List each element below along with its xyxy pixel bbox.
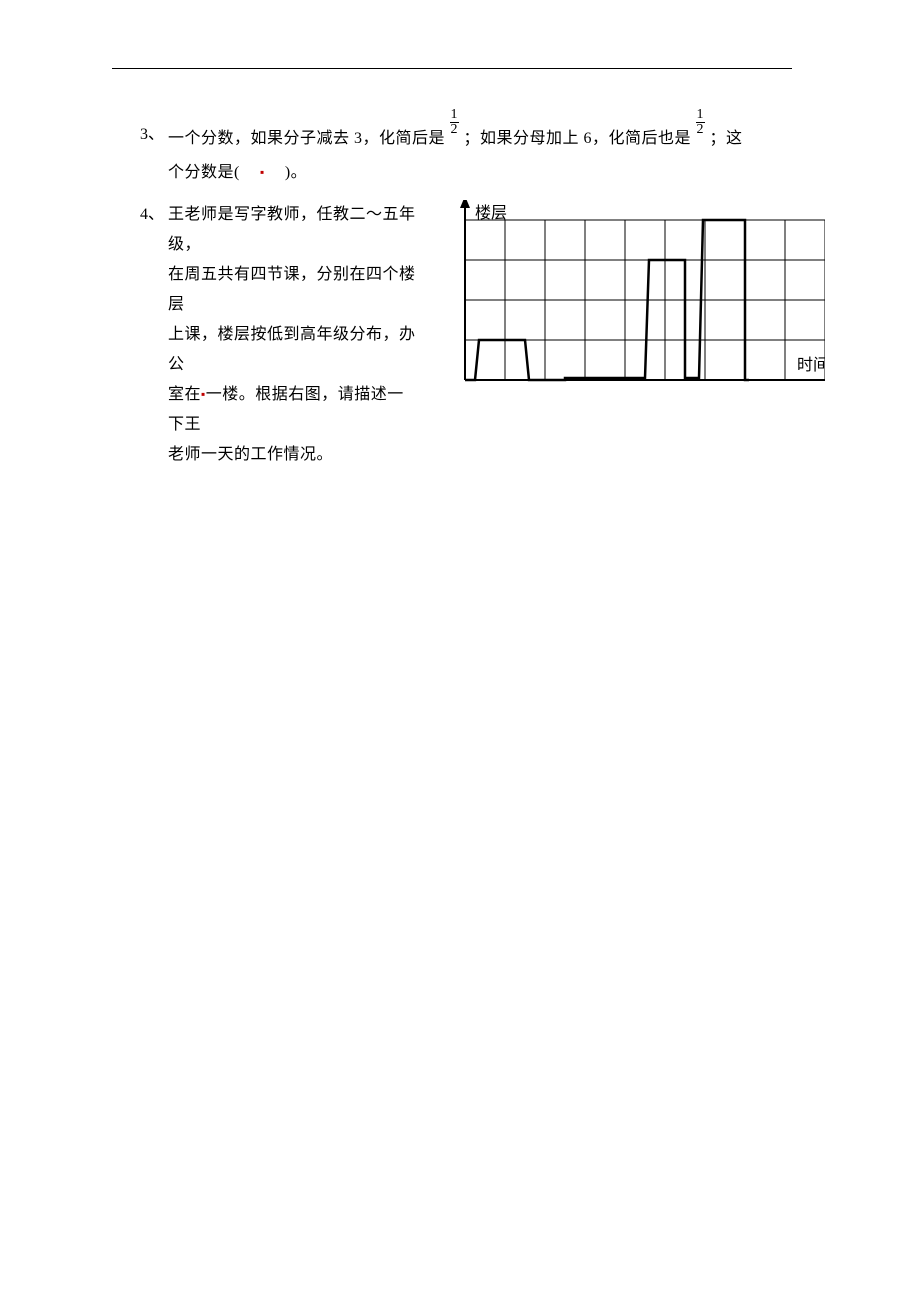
fraction-2: 1 2 xyxy=(696,108,706,137)
floor-time-chart: 楼层 时间 xyxy=(435,200,825,400)
frac2-num: 1 xyxy=(696,108,706,123)
frac1-den: 2 xyxy=(450,123,460,137)
q4-l1: 王老师是写字教师，任教二～五年级， xyxy=(168,200,416,260)
q4-body: 王老师是写字教师，任教二～五年级， 在周五共有四节课，分别在四个楼层 上课，楼层… xyxy=(168,200,416,470)
q3-l2-a: 个分数是( xyxy=(168,164,240,181)
frac1-num: 1 xyxy=(450,108,460,123)
q3-line1: 一个分数，如果分子减去 3，化简后是 1 2 ；如果分母加上 6，化简后也是 1… xyxy=(168,110,800,154)
q3-text-a: 一个分数，如果分子减去 3，化简后是 xyxy=(168,130,445,147)
q4-l3: 上课，楼层按低到高年级分布，办公 xyxy=(168,320,416,380)
red-dot-icon-2: ▪ xyxy=(201,387,206,401)
q3-text-c: ；这 xyxy=(710,130,743,147)
x-axis-label: 时间 xyxy=(797,356,825,374)
chart-svg: 楼层 时间 xyxy=(435,200,825,400)
q4-l4-a: 室在 xyxy=(168,386,201,403)
q4-l2: 在周五共有四节课，分别在四个楼层 xyxy=(168,260,416,320)
red-dot-icon: ▪ xyxy=(260,165,265,179)
question-4: 4、 王老师是写字教师，任教二～五年级， 在周五共有四节课，分别在四个楼层 上课… xyxy=(140,200,820,470)
q4-l5: 老师一天的工作情况。 xyxy=(168,440,416,470)
top-horizontal-rule xyxy=(112,68,792,69)
q3-line2: 个分数是( ▪ )。 xyxy=(168,158,800,188)
fraction-1: 1 2 xyxy=(450,108,460,137)
q3-l2-b: )。 xyxy=(285,164,307,181)
y-axis-label: 楼层 xyxy=(475,204,507,222)
y-axis-arrow-icon xyxy=(460,200,470,208)
q3-number: 3、 xyxy=(140,120,164,150)
q3-text-b: ；如果分母加上 6，化简后也是 xyxy=(464,130,692,147)
content-area: 3、 一个分数，如果分子减去 3，化简后是 1 2 ；如果分母加上 6，化简后也… xyxy=(140,110,820,470)
frac2-den: 2 xyxy=(696,123,706,137)
question-3: 3、 一个分数，如果分子减去 3，化简后是 1 2 ；如果分母加上 6，化简后也… xyxy=(140,110,800,188)
q4-number: 4、 xyxy=(140,200,164,230)
q4-l4: 室在▪一楼。根据右图，请描述一下王 xyxy=(168,380,416,440)
